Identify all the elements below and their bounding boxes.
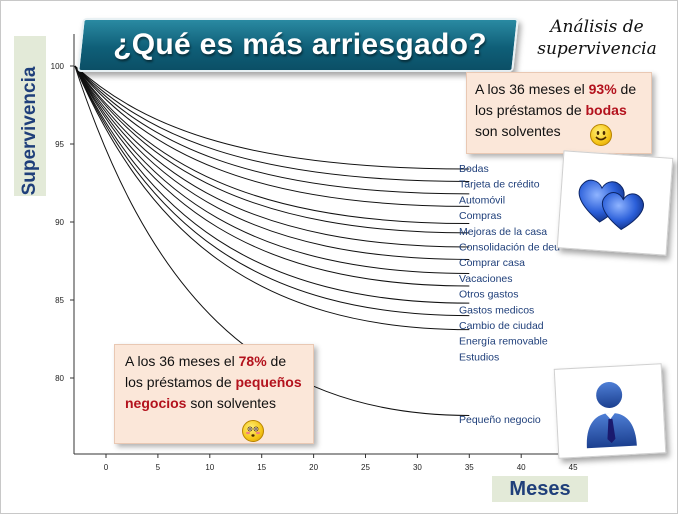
page-subtitle: Análisis de supervivencia: [537, 17, 657, 59]
series-label: Compras: [459, 210, 502, 222]
x-tick-label: 15: [257, 463, 266, 472]
callout-weddings-pct: 93%: [588, 81, 617, 97]
happy-face-icon: [590, 124, 612, 146]
callout-weddings-pre: A los 36 meses el: [475, 81, 589, 97]
callout-weddings-mid: de los préstamos de: [475, 81, 637, 118]
callout-business-pct: 78%: [238, 353, 267, 369]
x-tick-label: 30: [413, 463, 422, 472]
series-line: [74, 65, 470, 260]
series-line: [74, 65, 470, 274]
series-label: Cambio de ciudad: [459, 320, 544, 332]
series-label: Consolidación de deu: [459, 242, 560, 254]
y-tick-label: 85: [55, 296, 64, 305]
chart-series-labels: Bodas Tarjeta de crédito Automóvil Compras M…: [459, 163, 560, 426]
series-label: Energía removable: [459, 336, 548, 348]
x-tick-label: 35: [465, 463, 474, 472]
series-line: [74, 65, 470, 170]
series-label: Tarjeta de crédito: [459, 179, 540, 191]
series-line: [74, 65, 470, 225]
y-tick-label: 100: [51, 62, 65, 71]
series-line: [74, 65, 470, 304]
y-tick-label: 80: [55, 374, 64, 383]
series-label: Otros gastos: [459, 289, 519, 301]
series-label: Gastos medicos: [459, 304, 534, 316]
y-tick-label: 90: [55, 218, 64, 227]
series-line: [74, 65, 470, 234]
series-label: Vacaciones: [459, 273, 513, 285]
callout-weddings-word: bodas: [585, 102, 627, 118]
callout-business-pre: A los 36 meses el: [125, 353, 239, 369]
chart-curves: [74, 65, 470, 416]
callout-weddings-post: son solventes: [475, 123, 561, 139]
page-title: ¿Qué es más arriesgado?: [113, 28, 487, 61]
series-line: [74, 65, 470, 331]
callout-business-mid: de los préstamos de: [125, 353, 287, 390]
series-line: [74, 65, 470, 195]
series-line: [74, 65, 470, 416]
series-line: [74, 65, 470, 317]
x-tick-label: 45: [569, 463, 578, 472]
xlabel-background: [492, 476, 588, 502]
callout-small-business: A los 36 meses el 78% de los préstamos d…: [114, 344, 314, 444]
series-line: [74, 65, 470, 287]
x-tick-label: 10: [205, 463, 214, 472]
series-label: Mejoras de la casa: [459, 226, 547, 238]
x-tick-label: 5: [156, 463, 161, 472]
x-tick-label: 20: [309, 463, 318, 472]
y-tick-label: 95: [55, 140, 64, 149]
x-tick-label: 25: [361, 463, 370, 472]
series-label: Estudios: [459, 351, 499, 363]
callout-business-post: son solventes: [186, 395, 276, 411]
series-line: [74, 65, 470, 207]
x-tick-label: 0: [104, 463, 109, 472]
chart-axes: 0 5 10 15 20 25 30 35 40 45 80 85 90 95 100: [51, 34, 580, 472]
series-line: [74, 65, 470, 182]
ylabel-background: [14, 36, 46, 196]
blushing-face-icon: [242, 420, 264, 442]
hearts-icon: [556, 150, 674, 256]
person-icon: [553, 363, 667, 459]
x-tick-label: 40: [517, 463, 526, 472]
series-label: Bodas: [459, 163, 489, 175]
series-label: Automóvil: [459, 194, 505, 206]
x-axis-label: Meses: [509, 478, 571, 500]
series-line: [74, 65, 470, 248]
series-label: Comprar casa: [459, 257, 525, 269]
series-label: Pequeño negocio: [459, 414, 541, 426]
callout-business-word: pequeños negocios: [125, 374, 302, 411]
callout-weddings: A los 36 meses el 93% de los préstamos d…: [466, 72, 652, 154]
